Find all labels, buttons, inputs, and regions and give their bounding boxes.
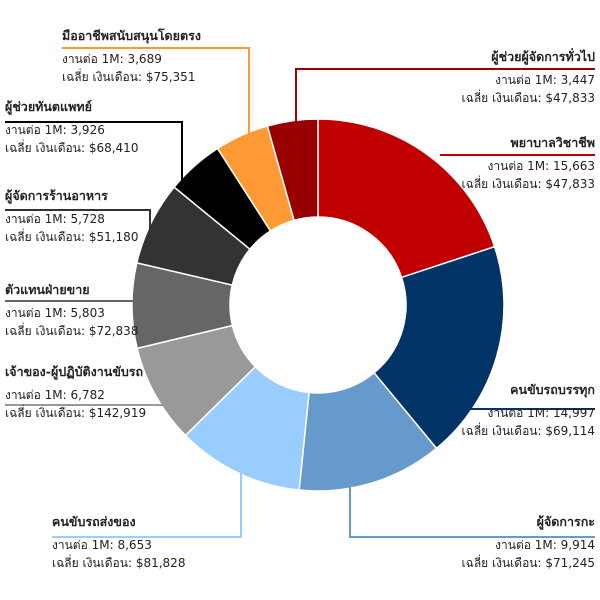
- segment-label: คนขับรถบรรทุก งานต่อ 1M: 14,997 เฉลี่ย เงิ…: [462, 380, 595, 440]
- value-prefix: งานต่อ 1M:: [5, 306, 67, 320]
- salary: $69,114: [545, 424, 595, 438]
- salary-prefix: เฉลี่ย เงินเดือน:: [461, 556, 542, 570]
- leader-line: [295, 68, 595, 128]
- salary-line: เฉลี่ย เงินเดือน: $69,114: [462, 422, 595, 440]
- salary: $72,838: [88, 324, 139, 338]
- salary-line: เฉลี่ย เงินเดือน: $142,919: [5, 404, 150, 422]
- salary-prefix: เฉลี่ย เงินเดือน:: [461, 177, 542, 191]
- value-label: 3,447: [560, 73, 595, 87]
- leader-line: [5, 209, 151, 232]
- salary: $71,245: [545, 556, 595, 570]
- donut-segment: [266, 118, 319, 222]
- segment-label: ผู้ช่วยผู้จัดการทั่วไป งานต่อ 1M: 3,447 เฉ…: [462, 47, 595, 107]
- value-prefix: งานต่อ 1M:: [5, 212, 67, 226]
- value-prefix: งานต่อ 1M:: [5, 388, 67, 402]
- category-label: เจ้าของ-ผู้ปฏิบัติงานขับรถ: [5, 364, 144, 379]
- segment-label: มืออาชีพสนับสนุนโดยตรง งานต่อ 1M: 3,689 เฉ…: [62, 26, 201, 86]
- salary: $75,351: [145, 70, 196, 84]
- category-label: ผู้จัดการร้านอาหาร: [5, 188, 108, 203]
- leader-line: [5, 121, 183, 186]
- value-line: งานต่อ 1M: 15,663: [462, 157, 595, 175]
- salary-line: เฉลี่ย เงินเดือน: $47,833: [462, 175, 595, 193]
- salary-line: เฉลี่ย เงินเดือน: $68,410: [5, 139, 138, 157]
- leader-line: [349, 470, 595, 538]
- salary: $47,833: [545, 177, 595, 191]
- salary: $47,833: [545, 91, 595, 105]
- salary-prefix: เฉลี่ย เงินเดือน:: [5, 406, 85, 420]
- category-label: ผู้จัดการกะ: [536, 514, 595, 529]
- value-line: งานต่อ 1M: 5,728: [5, 210, 138, 228]
- salary-line: เฉลี่ย เงินเดือน: $51,180: [5, 228, 138, 246]
- category-label: คนขับรถบรรทุก: [510, 382, 595, 397]
- salary-prefix: เฉลี่ย เงินเดือน:: [52, 556, 132, 570]
- value-label: 6,782: [70, 388, 105, 402]
- value-label: 9,914: [560, 538, 595, 552]
- value-prefix: งานต่อ 1M:: [52, 538, 114, 552]
- value-label: 3,689: [127, 52, 162, 66]
- value-line: งานต่อ 1M: 14,997: [462, 404, 595, 422]
- segment-label: ผู้จัดการกะ งานต่อ 1M: 9,914 เฉลี่ย เงินเด…: [462, 512, 595, 572]
- category-label: มืออาชีพสนับสนุนโดยตรง: [62, 28, 201, 43]
- value-prefix: งานต่อ 1M:: [487, 406, 550, 420]
- salary-line: เฉลี่ย เงินเดือน: $47,833: [462, 89, 595, 107]
- value-line: งานต่อ 1M: 3,689: [62, 50, 201, 68]
- salary-prefix: เฉลี่ย เงินเดือน:: [5, 324, 85, 338]
- salary-prefix: เฉลี่ย เงินเดือน:: [461, 91, 542, 105]
- value-prefix: งานต่อ 1M:: [487, 159, 550, 173]
- value-label: 8,653: [117, 538, 152, 552]
- salary: $68,410: [88, 141, 139, 155]
- leader-line: [52, 470, 242, 538]
- value-prefix: งานต่อ 1M:: [62, 52, 124, 66]
- salary: $142,919: [88, 406, 147, 420]
- category-label: คนขับรถส่งของ: [52, 514, 136, 529]
- value-label: 5,803: [70, 306, 105, 320]
- leader-line: [62, 47, 250, 140]
- donut-segment: [317, 118, 496, 279]
- salary-line: เฉลี่ย เงินเดือน: $75,351: [62, 68, 201, 86]
- value-label: 3,926: [70, 123, 105, 137]
- salary: $51,180: [88, 230, 139, 244]
- segment-label: คนขับรถส่งของ งานต่อ 1M: 8,653 เฉลี่ย เงิน…: [52, 512, 185, 572]
- donut-segment: [373, 245, 505, 450]
- value-line: งานต่อ 1M: 5,803: [5, 304, 138, 322]
- category-label: ตัวแทนฝ่ายขาย: [5, 282, 90, 297]
- salary-line: เฉลี่ย เงินเดือน: $81,828: [52, 554, 185, 572]
- value-line: งานต่อ 1M: 6,782: [5, 386, 150, 404]
- value-label: 5,728: [70, 212, 105, 226]
- segment-label: พยาบาลวิชาชีพ งานต่อ 1M: 15,663 เฉลี่ย เงิ…: [462, 133, 595, 193]
- category-label: ผู้ช่วยผู้จัดการทั่วไป: [491, 49, 595, 64]
- value-label: 15,663: [553, 159, 595, 173]
- value-line: งานต่อ 1M: 3,926: [5, 121, 138, 139]
- value-line: งานต่อ 1M: 8,653: [52, 536, 185, 554]
- salary-prefix: เฉลี่ย เงินเดือน:: [5, 141, 85, 155]
- value-prefix: งานต่อ 1M:: [495, 538, 557, 552]
- salary: $81,828: [135, 556, 186, 570]
- value-line: งานต่อ 1M: 3,447: [462, 71, 595, 89]
- segment-label: เจ้าของ-ผู้ปฏิบัติงานขับรถงานต่อ 1M: 6,7…: [5, 362, 150, 422]
- value-line: งานต่อ 1M: 9,914: [462, 536, 595, 554]
- value-prefix: งานต่อ 1M:: [5, 123, 67, 137]
- segment-label: ผู้ช่วยทันตแพทย์ งานต่อ 1M: 3,926 เฉลี่ย เ…: [5, 97, 138, 157]
- category-label: ผู้ช่วยทันตแพทย์: [5, 99, 92, 114]
- salary-prefix: เฉลี่ย เงินเดือน:: [62, 70, 142, 84]
- segment-label: ตัวแทนฝ่ายขาย งานต่อ 1M: 5,803 เฉลี่ย เงิน…: [5, 280, 138, 340]
- salary-prefix: เฉลี่ย เงินเดือน:: [5, 230, 85, 244]
- salary-line: เฉลี่ย เงินเดือน: $71,245: [462, 554, 595, 572]
- value-prefix: งานต่อ 1M:: [495, 73, 557, 87]
- segment-label: ผู้จัดการร้านอาหาร งานต่อ 1M: 5,728 เฉลี่ย…: [5, 186, 138, 246]
- salary-line: เฉลี่ย เงินเดือน: $72,838: [5, 322, 138, 340]
- salary-prefix: เฉลี่ย เงินเดือน:: [461, 424, 542, 438]
- category-label: พยาบาลวิชาชีพ: [510, 135, 595, 150]
- value-label: 14,997: [553, 406, 595, 420]
